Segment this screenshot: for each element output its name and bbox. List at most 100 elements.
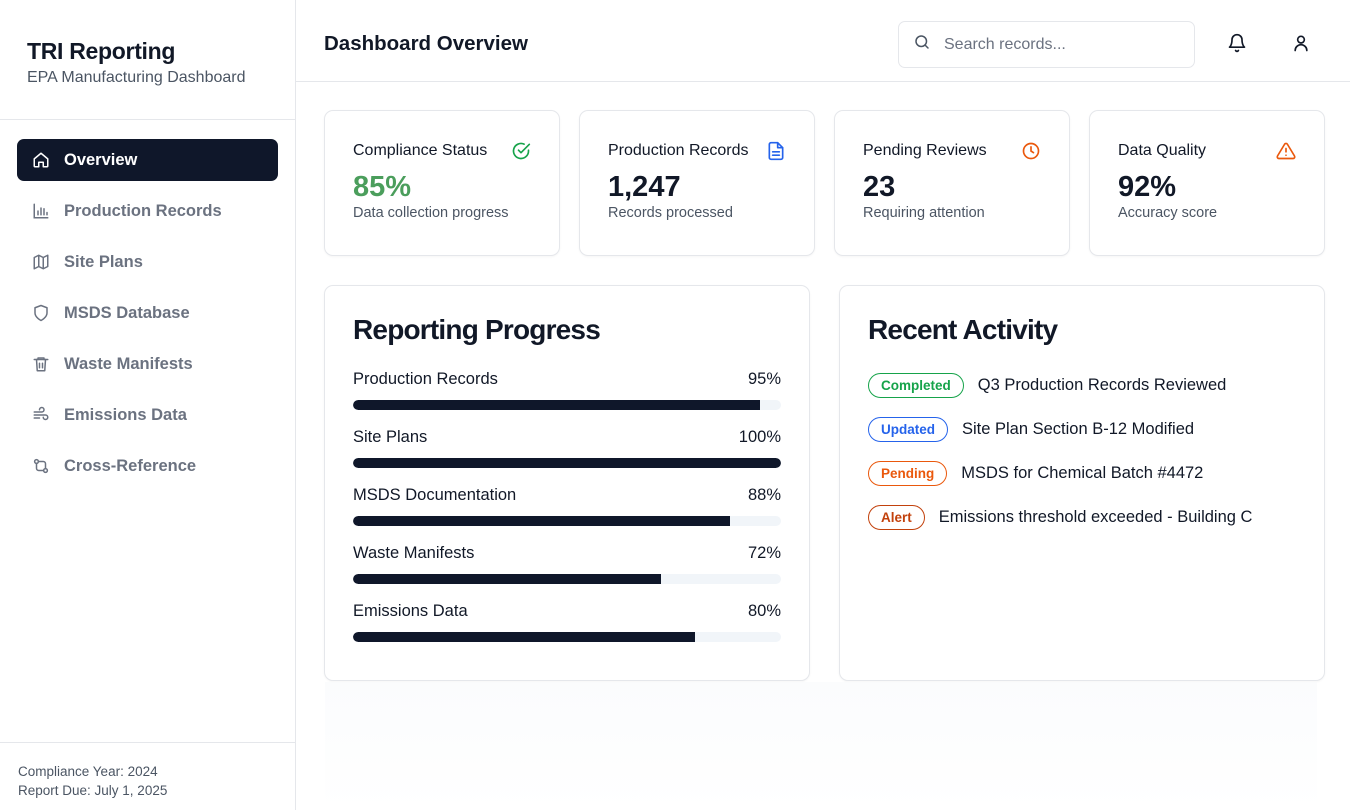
reporting-progress-panel: Reporting Progress Production Records 95… [324, 285, 810, 681]
stat-label: Compliance Status [353, 142, 488, 159]
activity-item[interactable]: Alert Emissions threshold exceeded - Bui… [868, 505, 1296, 530]
app-subtitle: EPA Manufacturing Dashboard [27, 69, 246, 86]
wind-icon [32, 406, 50, 424]
stat-subtext: Records processed [608, 205, 733, 221]
stat-subtext: Data collection progress [353, 205, 509, 221]
stat-value: 23 [863, 171, 896, 203]
progress-row: Waste Manifests 72% [353, 544, 781, 584]
progress-list: Production Records 95% Site Plans 100% M… [353, 370, 781, 642]
progress-fill [353, 632, 696, 642]
status-badge: Updated [868, 417, 948, 442]
sidebar-nav: Overview Production Records Site Plans M… [0, 120, 295, 515]
stat-card-quality: Data Quality 92% Accuracy score [1089, 110, 1325, 256]
activity-text: MSDS for Chemical Batch #4472 [961, 464, 1204, 482]
sidebar-item-label: Cross-Reference [64, 456, 197, 475]
progress-percent: 95% [747, 370, 781, 388]
stat-card-pending: Pending Reviews 23 Requiring attention [834, 110, 1070, 256]
progress-track [353, 574, 781, 584]
progress-label: Emissions Data [353, 602, 468, 620]
sidebar-item-label: Production Records [64, 201, 222, 220]
sidebar-item-waste-manifests[interactable]: Waste Manifests [17, 343, 278, 385]
stat-card-production: Production Records 1,247 Records process… [579, 110, 815, 256]
progress-label: Waste Manifests [353, 544, 475, 562]
app-title: TRI Reporting [27, 38, 176, 64]
progress-percent: 72% [747, 544, 781, 562]
progress-percent: 88% [747, 486, 781, 504]
progress-row: Production Records 95% [353, 370, 781, 410]
sidebar-item-emissions-data[interactable]: Emissions Data [17, 394, 278, 436]
brand: TRI Reporting EPA Manufacturing Dashboar… [0, 0, 295, 120]
sidebar-item-overview[interactable]: Overview [17, 139, 278, 181]
progress-fill [353, 574, 662, 584]
progress-fill [353, 458, 781, 468]
sidebar-item-production-records[interactable]: Production Records [17, 190, 278, 232]
status-badge: Pending [868, 461, 948, 486]
sidebar-item-label: Site Plans [64, 252, 143, 271]
activity-item[interactable]: Pending MSDS for Chemical Batch #4472 [868, 461, 1296, 486]
stat-value: 1,247 [608, 171, 681, 203]
progress-label: MSDS Documentation [353, 486, 517, 504]
sidebar-item-msds-database[interactable]: MSDS Database [17, 292, 278, 334]
stat-label: Pending Reviews [863, 142, 987, 159]
content-fade [325, 682, 1317, 810]
git-compare-icon [32, 457, 50, 475]
user-icon[interactable] [1291, 33, 1311, 53]
search-input[interactable] [944, 35, 1164, 54]
stat-label: Production Records [608, 142, 749, 159]
activity-text: Q3 Production Records Reviewed [977, 376, 1227, 394]
progress-row: MSDS Documentation 88% [353, 486, 781, 526]
alert-triangle-icon [1276, 141, 1296, 161]
sidebar-footer: Compliance Year: 2024 Report Due: July 1… [0, 742, 295, 810]
check-circle-icon [511, 141, 531, 161]
sidebar: TRI Reporting EPA Manufacturing Dashboar… [0, 0, 296, 810]
progress-label: Site Plans [353, 428, 428, 446]
progress-fill [353, 516, 730, 526]
search-box[interactable] [898, 21, 1195, 68]
shield-icon [32, 304, 50, 322]
sidebar-item-label: MSDS Database [64, 303, 190, 322]
progress-row: Emissions Data 80% [353, 602, 781, 642]
stat-value: 92% [1118, 171, 1177, 203]
compliance-year: Compliance Year: 2024 [18, 764, 158, 779]
progress-track [353, 458, 781, 468]
progress-fill [353, 400, 760, 410]
stat-label: Data Quality [1118, 142, 1207, 159]
progress-track [353, 632, 781, 642]
sidebar-item-cross-reference[interactable]: Cross-Reference [17, 445, 278, 487]
page-title: Dashboard Overview [324, 32, 528, 55]
activity-text: Site Plan Section B-12 Modified [962, 420, 1195, 438]
progress-track [353, 516, 781, 526]
file-text-icon [766, 141, 786, 161]
map-icon [32, 253, 50, 271]
panel-title: Recent Activity [868, 314, 1058, 345]
search-icon [913, 33, 931, 56]
progress-label: Production Records [353, 370, 498, 388]
stat-subtext: Accuracy score [1118, 205, 1218, 221]
sidebar-item-site-plans[interactable]: Site Plans [17, 241, 278, 283]
stat-subtext: Requiring attention [863, 205, 985, 221]
progress-percent: 80% [747, 602, 781, 620]
activity-text: Emissions threshold exceeded - Building … [938, 508, 1253, 526]
status-badge: Completed [868, 373, 964, 398]
activity-list: Completed Q3 Production Records Reviewed… [868, 373, 1296, 530]
activity-item[interactable]: Completed Q3 Production Records Reviewed [868, 373, 1296, 398]
activity-item[interactable]: Updated Site Plan Section B-12 Modified [868, 417, 1296, 442]
sidebar-item-label: Emissions Data [64, 405, 187, 424]
sidebar-item-label: Waste Manifests [64, 354, 193, 373]
bar-chart-icon [32, 202, 50, 220]
stat-card-compliance: Compliance Status 85% Data collection pr… [324, 110, 560, 256]
home-icon [32, 151, 50, 169]
report-due: Report Due: July 1, 2025 [18, 783, 168, 798]
progress-row: Site Plans 100% [353, 428, 781, 468]
progress-percent: 100% [738, 428, 781, 446]
clock-icon [1021, 141, 1041, 161]
sidebar-item-label: Overview [64, 150, 138, 169]
top-header: Dashboard Overview [296, 0, 1350, 82]
panel-title: Reporting Progress [353, 314, 601, 345]
progress-track [353, 400, 781, 410]
trash-icon [32, 355, 50, 373]
bell-icon[interactable] [1227, 33, 1247, 53]
recent-activity-panel: Recent Activity Completed Q3 Production … [839, 285, 1325, 681]
stat-value: 85% [353, 171, 412, 203]
status-badge: Alert [868, 505, 925, 530]
